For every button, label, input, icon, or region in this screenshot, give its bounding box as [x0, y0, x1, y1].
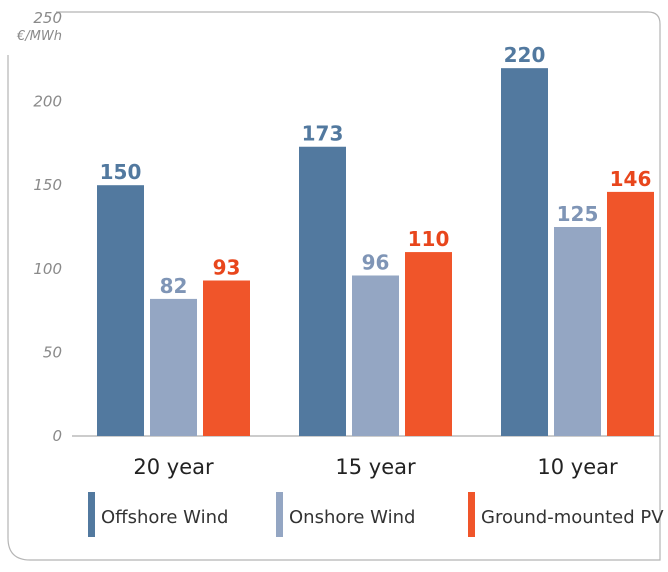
legend-swatch [468, 492, 475, 537]
bar [607, 191, 654, 436]
data-label: 93 [213, 256, 241, 280]
legend-label: Onshore Wind [289, 507, 415, 528]
bar [299, 146, 346, 436]
y-tick-label: 250 [33, 9, 62, 27]
data-label: 146 [610, 167, 652, 191]
x-tick-label: 15 year [335, 455, 416, 479]
x-tick-label: 10 year [537, 455, 618, 479]
bar [352, 275, 399, 436]
legend-label: Offshore Wind [101, 507, 228, 528]
data-label: 82 [160, 274, 188, 298]
data-label: 150 [100, 160, 142, 184]
y-tick-label: 0 [52, 427, 62, 445]
legend-swatch [276, 492, 283, 537]
bar [554, 227, 601, 436]
y-tick-label: 150 [33, 176, 62, 194]
bar [501, 68, 548, 436]
legend-swatch [88, 492, 95, 537]
data-label: 96 [362, 250, 390, 274]
x-tick-label: 20 year [133, 455, 214, 479]
data-label: 110 [408, 227, 450, 251]
y-tick-label: 200 [33, 93, 62, 111]
data-label: 220 [504, 43, 546, 67]
data-label: 125 [557, 202, 599, 226]
y-tick-label: 100 [33, 260, 62, 278]
bar [203, 280, 250, 436]
bar [405, 252, 452, 436]
bar [97, 185, 144, 436]
data-label: 173 [302, 122, 344, 146]
y-axis-unit: €/MWh [16, 29, 62, 44]
chart-frame [7, 11, 661, 561]
y-tick-label: 50 [43, 343, 62, 361]
legend-label: Ground-mounted PV [481, 507, 664, 528]
bar [150, 298, 197, 436]
